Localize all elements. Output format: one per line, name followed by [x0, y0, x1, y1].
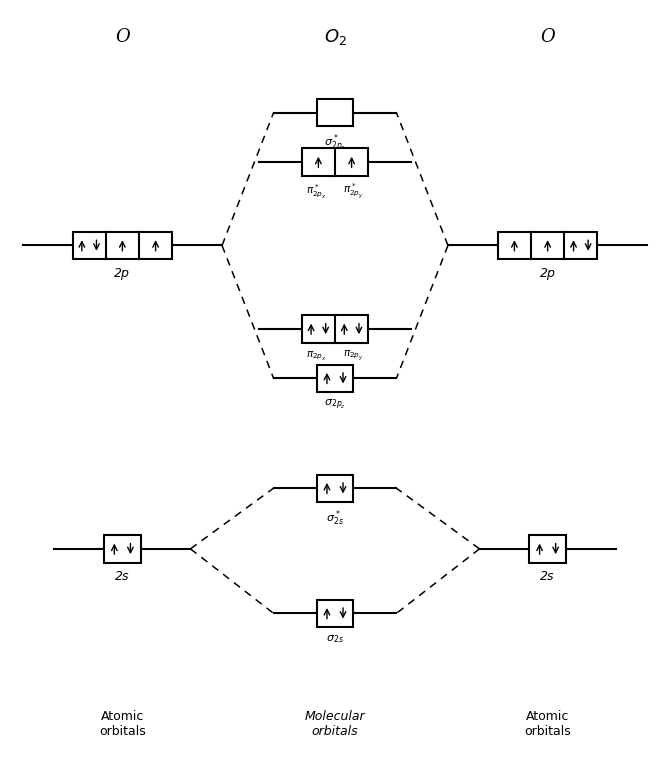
- Text: $\sigma^*_{2s}$: $\sigma^*_{2s}$: [326, 508, 344, 527]
- Text: 2s: 2s: [115, 570, 129, 583]
- Bar: [317, 474, 353, 502]
- Bar: [317, 364, 353, 392]
- Text: 2p: 2p: [539, 267, 555, 280]
- Text: Atomic
orbitals: Atomic orbitals: [99, 711, 146, 739]
- Text: $\pi^*_{2p_x}$: $\pi^*_{2p_x}$: [306, 182, 327, 199]
- Text: O: O: [115, 28, 130, 46]
- Bar: [104, 536, 141, 562]
- Text: O: O: [540, 28, 555, 46]
- Text: Molecular
orbitals: Molecular orbitals: [305, 711, 365, 739]
- Text: $\pi_{2p_y}$: $\pi_{2p_y}$: [343, 348, 364, 363]
- Bar: [72, 231, 172, 259]
- Text: $\pi_{2p_x}$: $\pi_{2p_x}$: [306, 348, 327, 361]
- Bar: [317, 600, 353, 627]
- Text: $O_2$: $O_2$: [324, 27, 346, 47]
- Bar: [302, 148, 368, 176]
- Text: $\sigma^*_{2p_z}$: $\sigma^*_{2p_z}$: [324, 132, 346, 154]
- Text: $\sigma_{2s}$: $\sigma_{2s}$: [326, 633, 344, 645]
- Text: $\sigma_{2p_z}$: $\sigma_{2p_z}$: [324, 398, 346, 413]
- Bar: [302, 316, 368, 342]
- Bar: [498, 231, 598, 259]
- Bar: [317, 99, 353, 126]
- Bar: [529, 536, 566, 562]
- Text: 2p: 2p: [115, 267, 131, 280]
- Text: Atomic
orbitals: Atomic orbitals: [524, 711, 571, 739]
- Text: 2s: 2s: [541, 570, 555, 583]
- Text: $\pi^*_{2p_y}$: $\pi^*_{2p_y}$: [343, 182, 364, 201]
